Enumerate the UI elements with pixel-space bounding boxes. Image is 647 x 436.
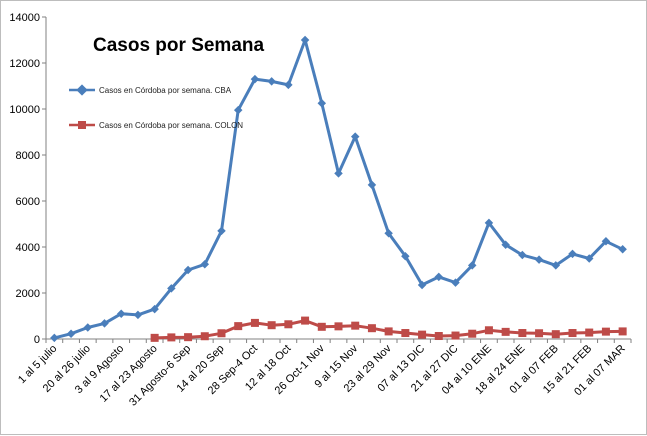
series-0 (50, 35, 627, 343)
data-point (468, 329, 477, 338)
data-point (250, 74, 260, 84)
data-point (534, 255, 544, 264)
data-point (334, 322, 343, 331)
legend: Casos en Córdoba por semana. CBA Casos e… (69, 84, 243, 130)
data-point (351, 321, 360, 330)
data-point (100, 319, 109, 328)
data-point (267, 77, 276, 86)
data-point (217, 329, 226, 338)
series-layer (50, 35, 627, 343)
data-point (317, 99, 327, 108)
data-point (233, 105, 243, 115)
y-tick-label: 6000 (16, 196, 40, 208)
data-point (367, 180, 377, 190)
data-point (133, 310, 143, 320)
data-point (551, 330, 560, 339)
y-tick-label: 2000 (16, 288, 40, 300)
data-point (83, 323, 93, 332)
data-point (367, 324, 376, 333)
data-point (401, 329, 410, 338)
data-point (451, 278, 460, 287)
data-point (501, 240, 510, 249)
data-point (200, 332, 209, 341)
data-point (584, 254, 594, 263)
data-point (284, 80, 293, 90)
y-tick-label: 10000 (9, 104, 40, 116)
axes (42, 16, 632, 343)
data-point (434, 272, 444, 282)
data-point (284, 320, 293, 329)
data-point (116, 309, 126, 318)
data-point (250, 318, 259, 327)
data-point (551, 261, 561, 270)
y-tick-labels: 0 2000 4000 6000 8000 10000 12000 14000 (9, 12, 40, 346)
data-point (535, 329, 544, 338)
data-point (267, 321, 276, 330)
data-point (401, 251, 410, 261)
series-line (54, 38, 624, 340)
legend-label-colon: Casos en Córdoba por semana. COLON (99, 121, 243, 130)
x-tick-label: 31 Agosto-6 Sep (127, 343, 193, 409)
data-point (484, 218, 494, 228)
data-point (384, 327, 393, 336)
chart-title: Casos por Semana (93, 35, 264, 56)
y-tick-label: 14000 (9, 12, 40, 24)
legend-label-cba: Casos en Córdoba por semana. CBA (99, 86, 232, 95)
data-point (518, 329, 527, 338)
data-point (417, 280, 427, 290)
data-point (568, 329, 577, 338)
data-point (300, 35, 310, 45)
legend-item-colon: Casos en Córdoba por semana. COLON (69, 121, 243, 130)
y-tick-label: 12000 (9, 58, 40, 70)
data-point (484, 326, 493, 335)
legend-item-cba: Casos en Córdoba por semana. CBA (69, 84, 232, 96)
legend-marker-colon (78, 121, 86, 129)
data-point (618, 327, 627, 336)
legend-marker-cba (76, 84, 88, 96)
data-point (467, 261, 477, 270)
data-point (184, 333, 193, 342)
data-point (334, 169, 343, 178)
data-point (66, 329, 76, 338)
data-point (200, 260, 210, 269)
data-point (585, 328, 594, 337)
data-point (150, 333, 159, 342)
data-point (601, 327, 610, 336)
x-tick-label: 17 al 23 Agosto (98, 343, 160, 405)
y-tick-label: 0 (34, 334, 40, 346)
data-point (384, 228, 393, 238)
series-1 (150, 316, 627, 342)
data-point (167, 284, 176, 293)
y-tick-label: 8000 (16, 150, 40, 162)
data-point (217, 226, 226, 236)
data-point (183, 265, 193, 275)
data-point (50, 333, 59, 343)
y-tick-label: 4000 (16, 242, 40, 254)
data-point (234, 322, 243, 331)
data-point (418, 330, 427, 339)
data-point (317, 322, 326, 331)
data-point (150, 304, 159, 314)
data-point (301, 316, 310, 325)
data-point (451, 331, 460, 340)
data-point (167, 333, 176, 342)
data-point (501, 327, 510, 336)
data-point (350, 132, 360, 141)
data-point (434, 332, 443, 341)
